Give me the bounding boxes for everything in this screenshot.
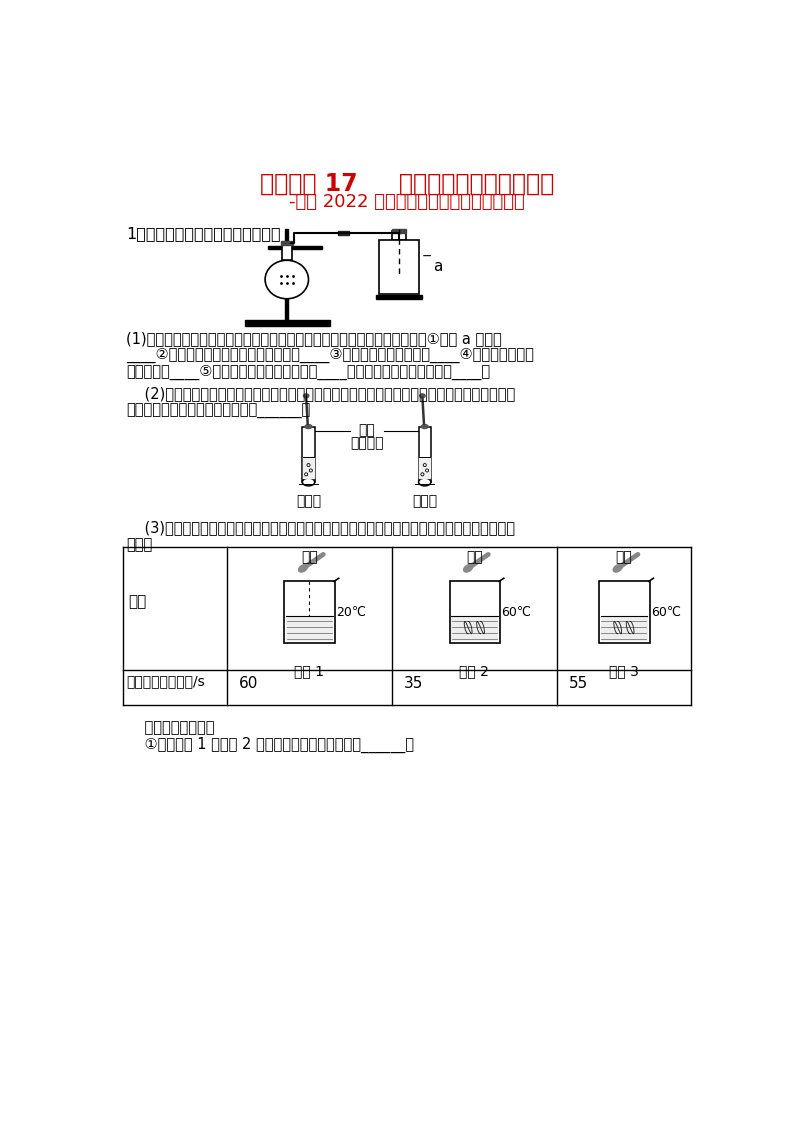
Text: 60℃: 60℃: [651, 605, 681, 619]
Text: 实验: 实验: [129, 595, 147, 610]
Bar: [338, 231, 349, 235]
Text: a: a: [434, 258, 442, 274]
Bar: [392, 229, 407, 234]
Text: 稀硫酸: 稀硫酸: [412, 494, 437, 509]
Ellipse shape: [418, 478, 431, 486]
Text: 完全溶解所需时间/s: 完全溶解所需时间/s: [126, 674, 205, 687]
Text: 粉末: 粉末: [466, 550, 483, 565]
Text: 实验 1: 实验 1: [295, 664, 324, 678]
Text: 紫色: 紫色: [358, 422, 375, 437]
Bar: [286, 617, 333, 641]
Bar: [282, 245, 292, 261]
Text: 60℃: 60℃: [502, 605, 531, 619]
Ellipse shape: [265, 261, 309, 299]
Bar: [418, 427, 431, 482]
Text: 实验：: 实验：: [126, 538, 152, 553]
Ellipse shape: [420, 394, 425, 398]
Bar: [599, 582, 649, 643]
Text: 20℃: 20℃: [337, 605, 366, 619]
Ellipse shape: [303, 394, 309, 398]
Text: 1．观察实验现象，得出实验结论。: 1．观察实验现象，得出实验结论。: [126, 226, 281, 240]
Text: 实验 2: 实验 2: [460, 664, 489, 678]
Text: 粉末: 粉末: [301, 550, 318, 565]
Text: 35: 35: [404, 676, 423, 691]
Ellipse shape: [422, 424, 428, 429]
Bar: [451, 617, 499, 641]
Bar: [303, 457, 314, 478]
Text: 块状: 块状: [615, 550, 632, 565]
Text: 满的方法是____⑤红磷在空气中燃烧的现象是____，发生反应的化学方程式为____。: 满的方法是____⑤红磷在空气中燃烧的现象是____，发生反应的化学方程式为__…: [126, 365, 491, 381]
Bar: [245, 320, 330, 326]
Bar: [285, 229, 288, 320]
Text: 实验 3: 实验 3: [609, 664, 639, 678]
Bar: [376, 295, 422, 299]
Bar: [392, 231, 407, 240]
Ellipse shape: [299, 565, 307, 572]
Ellipse shape: [305, 424, 312, 429]
Bar: [281, 241, 293, 245]
Text: 60: 60: [239, 676, 258, 691]
Text: 请你回答下列问题: 请你回答下列问题: [126, 720, 215, 734]
Bar: [419, 457, 430, 478]
Bar: [303, 427, 314, 482]
Bar: [601, 617, 648, 641]
Text: ①对比实验 1 和实验 2 的现象，可以得出的结论是______。: ①对比实验 1 和实验 2 的现象，可以得出的结论是______。: [126, 737, 414, 754]
Text: 的根本原因是这两种酸溶液都含有______。: 的根本原因是这两种酸溶液都含有______。: [126, 403, 310, 419]
Text: ____②用向上排空气法收集氧气的理由是____③该反应的化学方程式为____④检验氧气是否集: ____②用向上排空气法收集氧气的理由是____③该反应的化学方程式为____④…: [126, 348, 534, 363]
Ellipse shape: [613, 565, 622, 572]
Bar: [268, 246, 322, 248]
Text: 高分突破 17     影响化学实验因素的探究: 高分突破 17 影响化学实验因素的探究: [260, 172, 554, 195]
Bar: [449, 582, 500, 643]
Text: -备战 2022 年中考化学实验探究题高分突破: -备战 2022 年中考化学实验探究题高分突破: [289, 193, 525, 211]
Text: (1)如图所示为实验室用过氧化氢溶液和二氧化锰的混合物制取氧气，写出：①仪器 a 的名称: (1)如图所示为实验室用过氧化氢溶液和二氧化锰的混合物制取氧气，写出：①仪器 a…: [126, 331, 502, 346]
Text: 稀盐酸: 稀盐酸: [296, 494, 321, 509]
Text: 石蕊溶液: 石蕊溶液: [350, 436, 384, 450]
Bar: [379, 240, 419, 294]
Text: 55: 55: [569, 676, 588, 691]
Text: (3)在探究影响溶质溶解快慢的因素，比较等量硫酸铜在水中溶解的快慢时，设计并进行了如下: (3)在探究影响溶质溶解快慢的因素，比较等量硫酸铜在水中溶解的快慢时，设计并进行…: [126, 521, 515, 536]
Ellipse shape: [303, 478, 314, 486]
Ellipse shape: [464, 565, 472, 572]
Bar: [284, 582, 335, 643]
Text: (2)下图描述的是：酸溶液使指示剂变色的实验，发现紫色石蕊溶液均变为红色，产生这一现象: (2)下图描述的是：酸溶液使指示剂变色的实验，发现紫色石蕊溶液均变为红色，产生这…: [126, 386, 515, 402]
